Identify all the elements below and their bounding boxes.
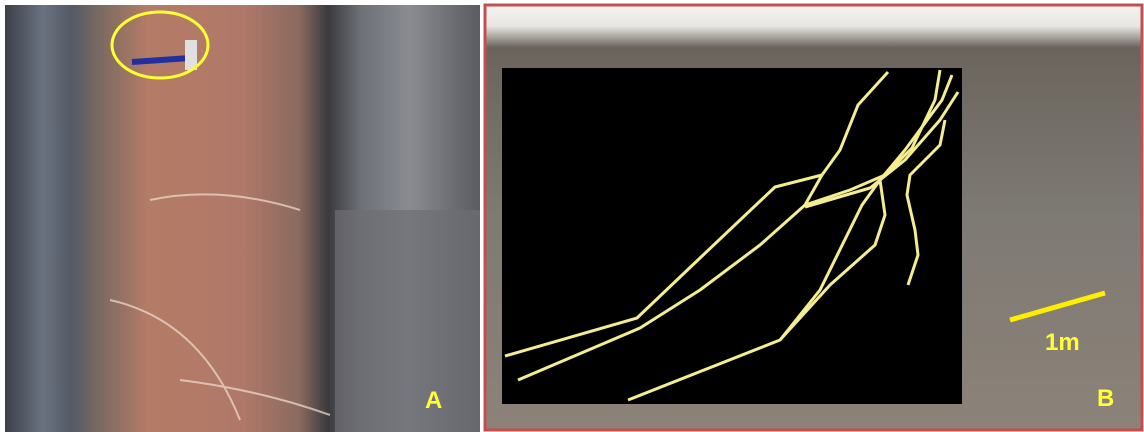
scale-label: 1m [1045,329,1080,356]
panel-label: A [425,387,442,414]
hammer-head [185,40,197,70]
panel-label: B [1097,385,1114,412]
panel-a: A [5,5,480,432]
trace-panel [502,68,962,404]
panel-b: 1m B [485,5,1142,430]
figure: A 1m B [0,0,1144,432]
hammer-handle [132,58,190,62]
rubble [335,210,480,432]
page: A 1m B (() => { const data = JSON.parse(… [0,0,1144,432]
